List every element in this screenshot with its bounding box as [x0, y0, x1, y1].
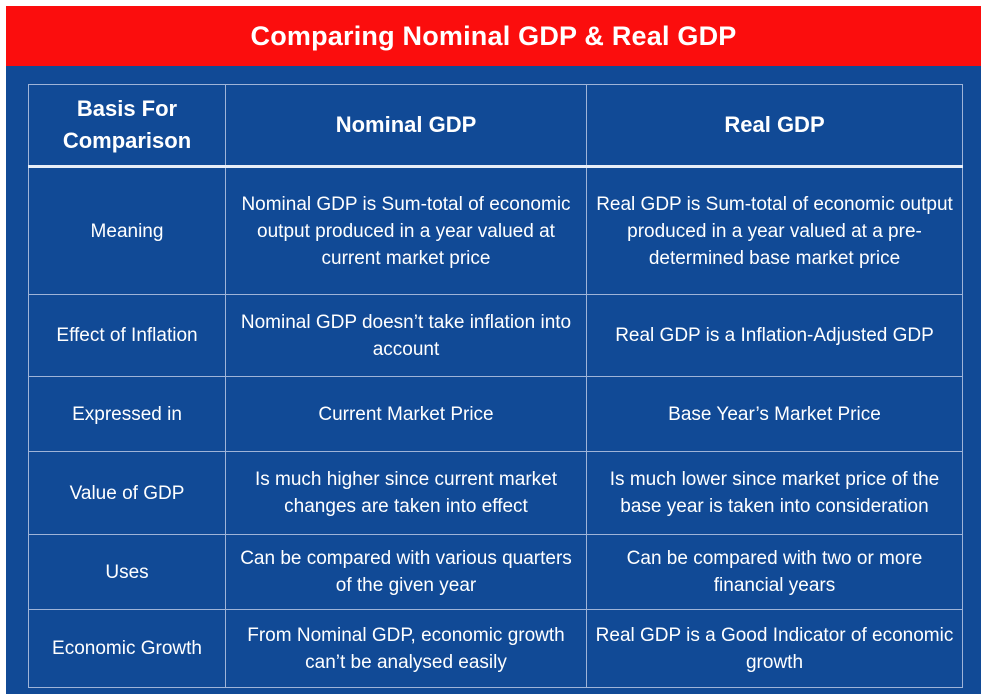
nominal-gdp-cell: Nominal GDP is Sum-total of economic out…	[225, 166, 587, 295]
basis-cell: Effect of Inflation	[28, 294, 226, 377]
slide: Comparing Nominal GDP & Real GDP Basis F…	[6, 6, 981, 694]
real-gdp-cell: Real GDP is a Good Indicator of economic…	[586, 609, 963, 688]
table-row: Uses Can be compared with various quarte…	[28, 534, 963, 610]
nominal-gdp-cell: Nominal GDP doesn’t take inflation into …	[225, 294, 587, 377]
nominal-gdp-cell: From Nominal GDP, economic growth can’t …	[225, 609, 587, 688]
real-gdp-cell: Base Year’s Market Price	[586, 376, 963, 452]
header-nominal-gdp: Nominal GDP	[225, 84, 587, 167]
table-row: Value of GDP Is much higher since curren…	[28, 451, 963, 535]
real-gdp-cell: Real GDP is Sum-total of economic output…	[586, 166, 963, 295]
table-row: Meaning Nominal GDP is Sum-total of econ…	[28, 166, 963, 295]
title-banner: Comparing Nominal GDP & Real GDP	[6, 6, 981, 66]
real-gdp-cell: Can be compared with two or more financi…	[586, 534, 963, 610]
nominal-gdp-cell: Can be compared with various quarters of…	[225, 534, 587, 610]
real-gdp-cell: Real GDP is a Inflation-Adjusted GDP	[586, 294, 963, 377]
nominal-gdp-cell: Is much higher since current market chan…	[225, 451, 587, 535]
basis-cell: Expressed in	[28, 376, 226, 452]
basis-cell: Meaning	[28, 166, 226, 295]
real-gdp-cell: Is much lower since market price of the …	[586, 451, 963, 535]
header-basis: Basis For Comparison	[28, 84, 226, 167]
table-row: Effect of Inflation Nominal GDP doesn’t …	[28, 294, 963, 377]
comparison-table: Basis For Comparison Nominal GDP Real GD…	[28, 84, 963, 688]
header-real-gdp: Real GDP	[586, 84, 963, 167]
basis-cell: Value of GDP	[28, 451, 226, 535]
basis-cell: Economic Growth	[28, 609, 226, 688]
nominal-gdp-cell: Current Market Price	[225, 376, 587, 452]
table-header-row: Basis For Comparison Nominal GDP Real GD…	[28, 84, 963, 167]
table-row: Economic Growth From Nominal GDP, econom…	[28, 609, 963, 688]
table-row: Expressed in Current Market Price Base Y…	[28, 376, 963, 452]
basis-cell: Uses	[28, 534, 226, 610]
page-title: Comparing Nominal GDP & Real GDP	[250, 20, 737, 51]
